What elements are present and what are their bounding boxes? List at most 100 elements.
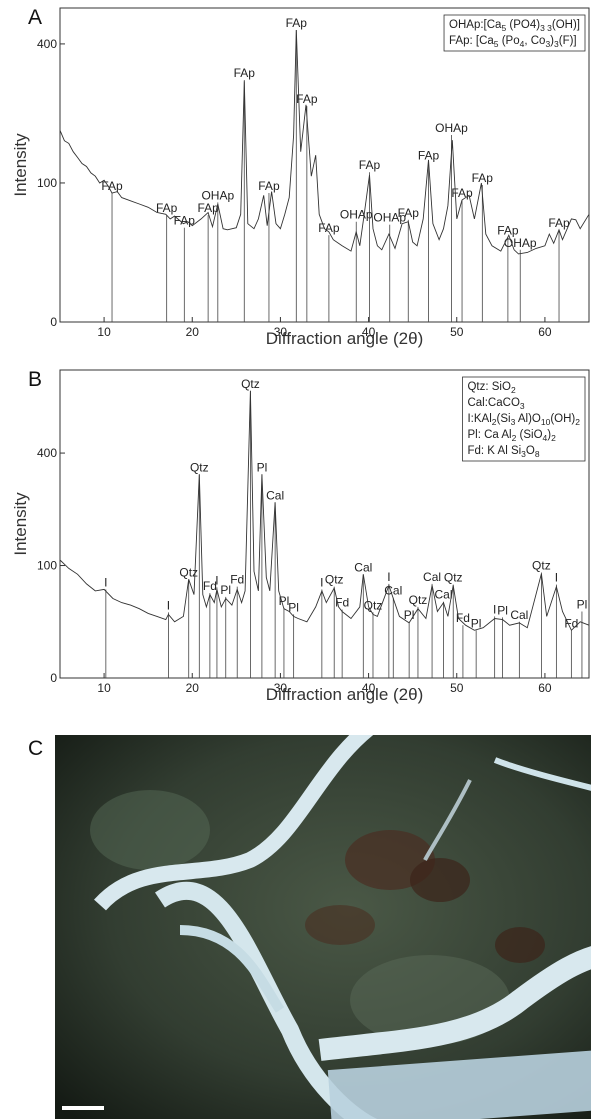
peak-label: I xyxy=(320,575,323,589)
x-tick-label: 60 xyxy=(538,325,552,339)
x-tick-label: 40 xyxy=(362,681,376,695)
peak-label: Pl xyxy=(497,603,508,617)
y-axis-label: Intensity xyxy=(11,492,30,556)
legend-text: (OH)] xyxy=(552,19,580,31)
legend-text: (PO4) xyxy=(506,19,540,31)
legend-subscript: 3 xyxy=(521,449,526,459)
y-tick-label: 100 xyxy=(37,559,57,573)
peak-label: OHAp xyxy=(504,236,537,250)
peak-label: Cal xyxy=(510,608,528,622)
y-tick-label: 0 xyxy=(50,315,57,329)
legend-entry: Fd: K Al Si3O8 xyxy=(467,445,539,459)
peak-label: Fd xyxy=(564,616,578,630)
panel-label: A xyxy=(28,6,42,29)
peak-label: FAp xyxy=(197,201,219,215)
x-tick-label: 10 xyxy=(97,681,111,695)
legend-entry: Cal:CaCO3 xyxy=(467,397,524,411)
peak-label: I xyxy=(493,602,496,616)
legend-text: I:KAl xyxy=(467,413,491,425)
peak-label: I xyxy=(215,573,218,587)
peak-label: Pl xyxy=(257,460,268,474)
legend-text: FAp: [Ca xyxy=(449,35,494,47)
legend-text: Qtz: SiO xyxy=(467,381,511,393)
peak-label: FAp xyxy=(318,221,340,235)
legend-text: ) xyxy=(547,429,551,441)
peak-label: Qtz xyxy=(364,598,383,612)
peak-label: Qtz xyxy=(190,460,209,474)
legend-frame xyxy=(443,14,586,52)
peak-label: I xyxy=(555,571,558,585)
peak-label: OHAp xyxy=(373,211,406,225)
peak-label: Cal xyxy=(423,570,441,584)
legend-text: OHAp:[Ca xyxy=(449,19,502,31)
peak-label: FAp xyxy=(234,66,256,80)
peak-label: FAp xyxy=(418,148,440,162)
panel-label: C xyxy=(28,737,43,760)
peak-label: FAp xyxy=(156,201,178,215)
x-tick-label: 50 xyxy=(450,325,464,339)
legend-entry: Qtz: SiO2 xyxy=(467,381,515,395)
legend-subscript: 3 xyxy=(545,39,550,49)
peak-label: FAp xyxy=(548,216,570,230)
legend-entry: OHAp:[Ca5 (PO4)3 3(OH)] xyxy=(449,19,580,33)
legend-subscript: 3 xyxy=(554,39,559,49)
legend-entry: I:KAl2(Si3 Al)O10(OH)2 xyxy=(467,413,580,427)
peak-label: FAp xyxy=(101,179,123,193)
peak-label: FAp xyxy=(472,171,494,185)
legend-text: , Co xyxy=(524,35,545,47)
peak-label: Qtz xyxy=(241,377,260,391)
plot-frame xyxy=(59,7,590,323)
peak-label: FAp xyxy=(258,179,280,193)
legend-subscript: 3 3 xyxy=(540,23,552,33)
legend-text: Cal:CaCO xyxy=(467,397,519,409)
y-tick-label: 400 xyxy=(37,37,57,51)
peak-label: Fd xyxy=(203,579,217,593)
diffraction-trace xyxy=(59,390,590,632)
legend-subscript: 8 xyxy=(535,449,540,459)
legend-subscript: 4 xyxy=(543,433,548,443)
peak-label: I xyxy=(167,598,170,612)
legend-subscript: 3 xyxy=(511,417,516,427)
peak-label: FAp xyxy=(296,92,318,106)
legend-subscript: 2 xyxy=(511,385,516,395)
y-axis-label: Intensity xyxy=(11,133,30,197)
x-tick-label: 10 xyxy=(97,325,111,339)
x-tick-label: 30 xyxy=(274,681,288,695)
peak-label: Pl xyxy=(288,600,299,614)
peak-label: FAp xyxy=(359,158,381,172)
legend-frame xyxy=(462,376,586,462)
peak-label: Pl xyxy=(471,616,482,630)
peak-label: Pl xyxy=(220,583,231,597)
y-tick-label: 100 xyxy=(37,176,57,190)
peak-label: Cal xyxy=(384,584,402,598)
peak-label: Cal xyxy=(435,588,453,602)
legend-subscript: 10 xyxy=(541,417,551,427)
peak-label: Pl xyxy=(279,594,290,608)
peak-label: Qtz xyxy=(179,565,198,579)
legend-subscript: 2 xyxy=(512,433,517,443)
legend-subscript: 2 xyxy=(492,417,497,427)
x-tick-label: 20 xyxy=(186,325,200,339)
plot-frame xyxy=(59,369,590,679)
legend: OHAp:[Ca5 (PO4)3 3(OH)]FAp: [Ca5 (Po4, C… xyxy=(443,14,586,52)
peak-label: OHAp xyxy=(201,188,234,202)
peak-label: Pl xyxy=(404,608,415,622)
legend-text: ) xyxy=(550,35,554,47)
peak-label: FAp xyxy=(286,16,308,30)
peak-label: I xyxy=(387,570,390,584)
legend-text: Fd: K Al Si xyxy=(467,445,521,457)
peak-label: OHAp xyxy=(340,208,373,222)
x-tick-label: 30 xyxy=(274,325,288,339)
legend-text: (Si xyxy=(497,413,511,425)
x-axis-label: Diffraction angle (2θ) xyxy=(266,685,424,704)
legend-subscript: 4 xyxy=(520,39,525,49)
x-tick-label: 50 xyxy=(450,681,464,695)
x-tick-label: 20 xyxy=(186,681,200,695)
x-axis-label: Diffraction angle (2θ) xyxy=(266,329,424,348)
peak-label: Pl xyxy=(577,597,588,611)
micrograph xyxy=(55,735,591,1119)
peak-label: Fd xyxy=(456,611,470,625)
peak-label: Cal xyxy=(354,560,372,574)
